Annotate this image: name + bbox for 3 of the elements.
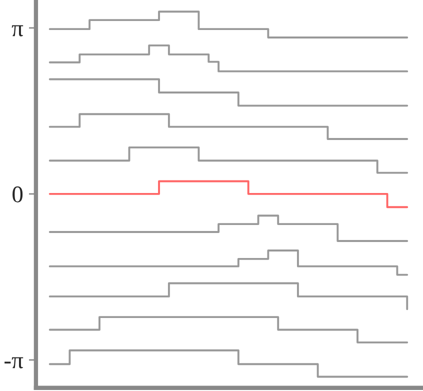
y-tick-label: π xyxy=(12,25,24,36)
y-tick-label: 0 xyxy=(12,186,23,202)
y-tick-label: -π xyxy=(4,357,24,368)
